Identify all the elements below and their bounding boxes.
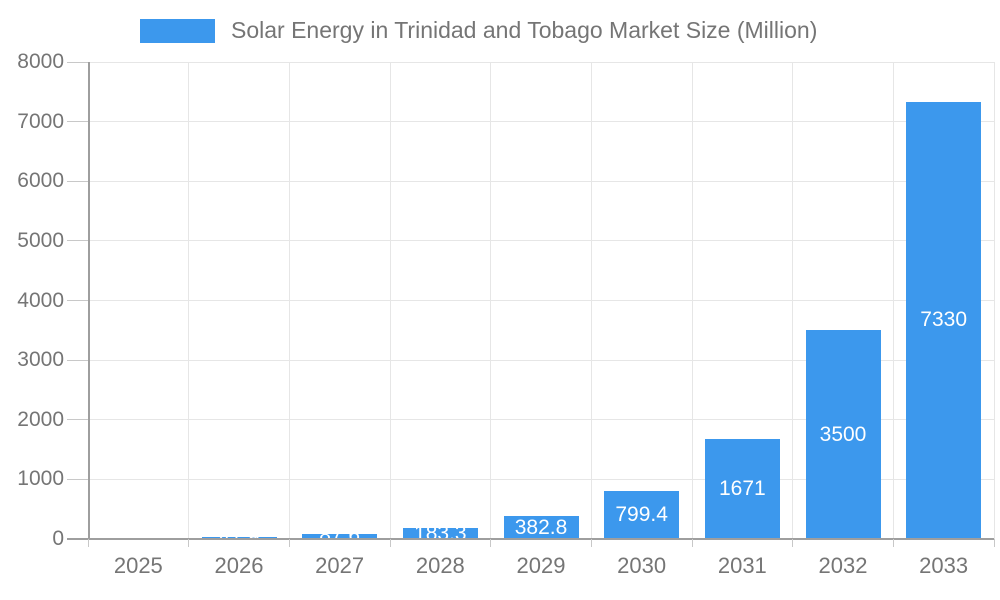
gridline-horizontal	[88, 359, 994, 361]
bar-value-label: 7330	[920, 308, 968, 332]
y-axis-label: 0	[52, 527, 64, 550]
gridline-vertical	[389, 62, 391, 539]
x-axis-label: 2029	[516, 553, 566, 578]
gridline-horizontal	[88, 61, 994, 63]
bar-2031[interactable]: 1671	[704, 439, 780, 539]
bar-2033[interactable]: 7330	[906, 101, 982, 539]
x-axis-label: 2033	[919, 553, 969, 578]
y-axis-tick	[67, 240, 88, 242]
y-axis-tick	[67, 419, 88, 421]
y-axis-label: 7000	[17, 109, 64, 133]
y-axis-label: 5000	[17, 228, 64, 252]
y-axis-label: 2000	[17, 407, 64, 431]
gridline-vertical	[892, 62, 894, 539]
y-axis-label: 4000	[17, 288, 64, 312]
x-axis-tick	[590, 539, 592, 547]
x-axis-tick	[892, 539, 894, 547]
gridline-vertical	[490, 62, 492, 539]
gridline-vertical	[188, 62, 190, 539]
y-axis-tick	[67, 478, 88, 480]
gridline-horizontal	[88, 419, 994, 421]
bar-value-label: 382.8	[514, 515, 568, 539]
x-axis-label: 2030	[617, 553, 667, 578]
plot-area: 0 1000 2000 3000 4000 5000 6000 7000 8000 20.1 202…	[17, 50, 995, 578]
gridline-vertical	[792, 62, 794, 539]
x-axis-tick	[389, 539, 391, 547]
y-axis-line	[88, 62, 90, 539]
x-axis-tick	[288, 539, 290, 547]
legend-swatch-icon	[140, 18, 215, 43]
x-axis-label: 2031	[717, 553, 767, 578]
y-axis-tick	[67, 61, 88, 63]
y-axis-tick	[67, 180, 88, 182]
x-axis-tick	[691, 539, 693, 547]
y-axis-tick	[67, 121, 88, 123]
x-axis-tick	[792, 539, 794, 547]
x-axis-line	[67, 538, 994, 540]
x-axis-label: 2032	[818, 553, 868, 578]
y-axis-label: 3000	[17, 348, 64, 372]
x-axis-tick	[490, 539, 492, 547]
x-axis-label: 2025	[113, 553, 163, 578]
bar-2030[interactable]: 799.4	[604, 491, 680, 539]
x-axis-tick	[993, 539, 995, 547]
bar-value-label: 1671	[718, 477, 766, 501]
bar-value-label: 3500	[819, 422, 867, 446]
gridline-horizontal	[88, 478, 994, 480]
x-axis-label: 2026	[214, 553, 264, 578]
bar-value-label: 183.3	[414, 521, 467, 545]
y-axis-tick	[67, 300, 88, 301]
x-axis-label: 2028	[415, 553, 465, 578]
y-axis-label: 6000	[17, 169, 64, 193]
gridline-vertical	[993, 62, 995, 539]
y-axis-label: 1000	[17, 467, 64, 491]
gridline-vertical	[288, 62, 290, 539]
y-axis-label: 8000	[17, 50, 64, 73]
gridline-vertical	[590, 62, 592, 539]
gridline-horizontal	[88, 240, 994, 242]
bar-value-label: 87.6	[319, 524, 361, 548]
gridline-vertical	[691, 62, 693, 539]
y-axis-tick	[67, 359, 88, 361]
chart-title: Solar Energy in Trinidad and Tobago Mark…	[231, 17, 818, 43]
bar-value-label: 799.4	[615, 503, 668, 527]
x-axis-label: 2027	[315, 553, 365, 578]
bar-2032[interactable]: 3500	[805, 330, 881, 539]
chart-legend[interactable]: Solar Energy in Trinidad and Tobago Mark…	[140, 17, 817, 44]
gridline-horizontal	[88, 300, 994, 301]
gridline-horizontal	[88, 180, 994, 182]
bar-2029[interactable]: 382.8	[503, 515, 579, 539]
gridline-horizontal	[88, 121, 994, 123]
x-axis-tick	[188, 539, 190, 547]
x-axis-tick	[87, 539, 89, 547]
